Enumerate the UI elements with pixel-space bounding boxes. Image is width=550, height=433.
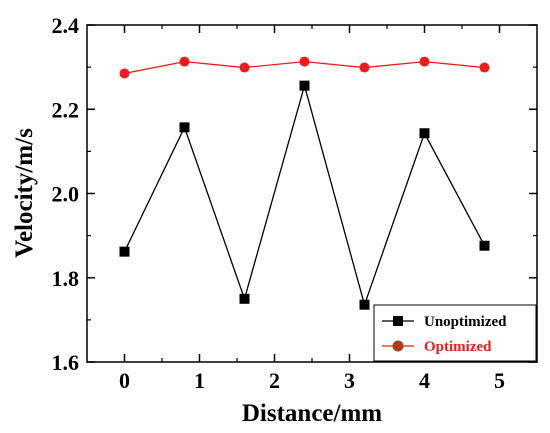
- y-tick-label: 1.8: [52, 266, 80, 291]
- y-tick-label: 1.6: [52, 350, 80, 375]
- data-point-unoptimized: [119, 246, 130, 257]
- y-axis-title: Velocity/m/s: [11, 128, 38, 258]
- y-tick-label: 2.2: [52, 97, 80, 122]
- y-tick-label: 2.0: [52, 182, 80, 207]
- legend-box: [373, 304, 537, 362]
- legend-marker: [392, 340, 404, 352]
- series-line-unoptimized: [123, 83, 486, 307]
- legend-label-unoptimized: Unoptimized: [424, 314, 507, 330]
- data-point-unoptimized: [239, 293, 250, 304]
- data-point-unoptimized: [419, 128, 430, 139]
- x-tick-label: 2: [269, 368, 280, 393]
- x-tick-label: 1: [194, 368, 205, 393]
- data-point-unoptimized: [479, 240, 490, 251]
- x-axis-title: Distance/mm: [242, 400, 382, 427]
- x-tick-label: 4: [419, 368, 430, 393]
- data-point-unoptimized: [179, 122, 190, 133]
- data-point-optimized: [479, 62, 490, 73]
- data-point-unoptimized: [359, 299, 370, 310]
- data-point-optimized: [179, 56, 190, 67]
- plot-area: [119, 56, 490, 310]
- data-point-unoptimized: [299, 80, 310, 91]
- data-point-optimized: [299, 56, 310, 67]
- data-point-optimized: [119, 68, 130, 79]
- x-tick-label: 3: [344, 368, 355, 393]
- legend-label-optimized: Optimized: [424, 339, 492, 355]
- data-point-optimized: [239, 62, 250, 73]
- axes: 0 1 2 3 4 5 1.6 1.8 2.0 2.2 2.4: [52, 13, 537, 393]
- y-tick-label: 2.4: [52, 13, 80, 38]
- legend: Unoptimized Optimized: [373, 304, 537, 362]
- x-tick-label: 5: [494, 368, 505, 393]
- legend-marker: [393, 316, 403, 326]
- x-tick-label: 0: [119, 368, 130, 393]
- data-point-optimized: [419, 56, 430, 67]
- data-point-optimized: [359, 62, 370, 73]
